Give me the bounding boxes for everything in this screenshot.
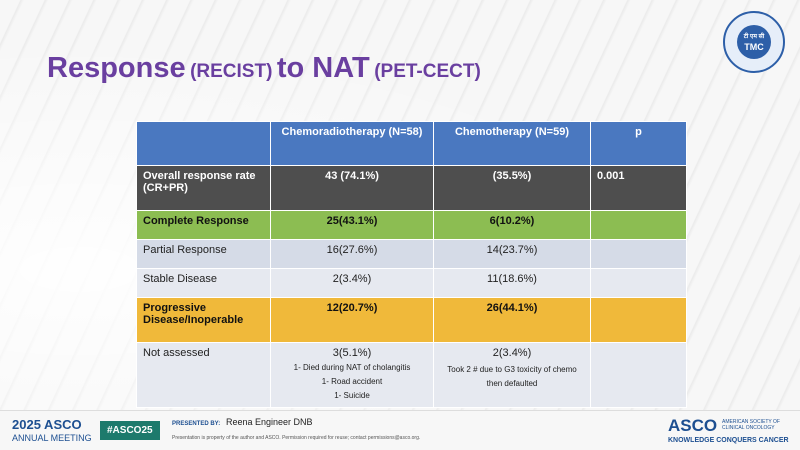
- table-row: Stable Disease 2(3.4%) 11(18.6%): [136, 268, 687, 298]
- header-cell-blank: [136, 121, 271, 166]
- crt-value: 12(20.7%): [270, 297, 434, 343]
- row-label: Stable Disease: [136, 268, 271, 298]
- crt-cell: 3(5.1%) 1- Died during NAT of cholangiti…: [270, 342, 434, 408]
- slide-title: Response (RECIST) to NAT (PET-CECT): [47, 52, 481, 85]
- p-value: [590, 239, 687, 269]
- p-value: [590, 297, 687, 343]
- crt-value: 2(3.4%): [270, 268, 434, 298]
- table-row: Partial Response 16(27.6%) 14(23.7%): [136, 239, 687, 269]
- header-cell-chemoradiotherapy: Chemoradiotherapy (N=58): [270, 121, 434, 166]
- table-row: Progressive Disease/Inoperable 12(20.7%)…: [136, 297, 687, 343]
- ct-value: 11(18.6%): [433, 268, 591, 298]
- ct-value: 2(3.4%): [492, 347, 532, 359]
- row-label: Overall response rate (CR+PR): [136, 165, 271, 211]
- ct-value: 14(23.7%): [433, 239, 591, 269]
- ct-value: 26(44.1%): [433, 297, 591, 343]
- slide-footer: 2025 ASCO ANNUAL MEETING #ASCO25 PRESENT…: [0, 410, 800, 450]
- asco-subtitle: AMERICAN SOCIETY OF CLINICAL ONCOLOGY: [722, 419, 780, 431]
- p-value: 0.001: [590, 165, 687, 211]
- ct-value: (35.5%): [433, 165, 591, 211]
- crt-note-1: 1- Died during NAT of cholangitis: [293, 363, 411, 372]
- row-label: Progressive Disease/Inoperable: [136, 297, 271, 343]
- logo-text: TMC: [744, 42, 764, 52]
- title-main-1: Response: [47, 52, 186, 84]
- crt-value: 25(43.1%): [270, 210, 434, 240]
- table-header-row: Chemoradiotherapy (N=58) Chemotherapy (N…: [136, 121, 687, 166]
- hashtag-badge: #ASCO25: [100, 421, 160, 440]
- title-paren-1: (RECIST): [190, 61, 273, 82]
- meeting-name: ANNUAL MEETING: [12, 433, 92, 443]
- p-value: [590, 268, 687, 298]
- row-label: Complete Response: [136, 210, 271, 240]
- asco-logo: ASCO: [668, 416, 718, 435]
- p-value: [590, 210, 687, 240]
- title-paren-2: (PET-CECT): [374, 61, 481, 82]
- crt-value: 3(5.1%): [332, 347, 372, 359]
- table-row: Overall response rate (CR+PR) 43 (74.1%)…: [136, 165, 687, 211]
- crt-value: 43 (74.1%): [270, 165, 434, 211]
- table-row: Complete Response 25(43.1%) 6(10.2%): [136, 210, 687, 240]
- p-value: [590, 342, 687, 408]
- crt-note-2: 1- Road accident: [321, 377, 383, 386]
- title-main-2: to NAT: [276, 52, 370, 84]
- row-label: Partial Response: [136, 239, 271, 269]
- header-cell-chemotherapy: Chemotherapy (N=59): [433, 121, 591, 166]
- ct-value: 6(10.2%): [433, 210, 591, 240]
- row-label: Not assessed: [136, 342, 271, 408]
- asco-tagline: KNOWLEDGE CONQUERS CANCER: [668, 437, 789, 444]
- presenter-name: Reena Engineer DNB: [226, 417, 313, 427]
- crt-note-3: 1- Suicide: [334, 391, 370, 400]
- logo-subtext: टी एम सी: [743, 34, 765, 40]
- table-row: Not assessed 3(5.1%) 1- Died during NAT …: [136, 342, 687, 408]
- tmc-logo: टी एम सी TMC: [723, 11, 785, 73]
- header-cell-p: p: [590, 121, 687, 166]
- disclaimer-text: Presentation is property of the author a…: [172, 435, 421, 441]
- ct-cell: 2(3.4%) Took 2 # due to G3 toxicity of c…: [433, 342, 591, 408]
- ct-note: Took 2 # due to G3 toxicity of chemo the…: [447, 365, 577, 388]
- response-table: Chemoradiotherapy (N=58) Chemotherapy (N…: [136, 121, 687, 408]
- crt-value: 16(27.6%): [270, 239, 434, 269]
- meeting-year: 2025 ASCO: [12, 417, 82, 432]
- presented-by-label: PRESENTED BY:: [172, 421, 221, 427]
